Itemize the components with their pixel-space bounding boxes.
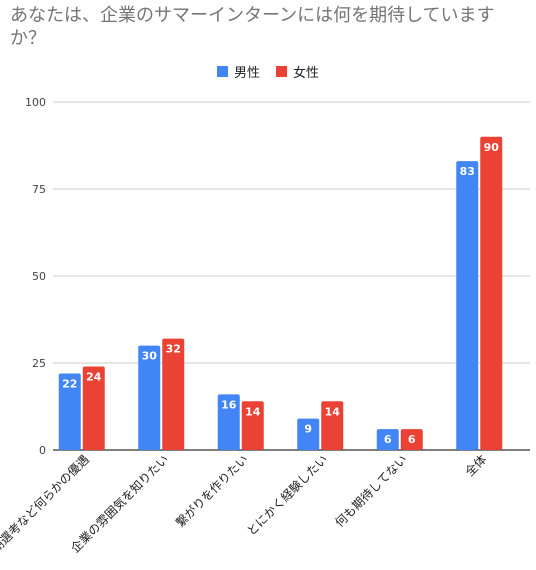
y-tick-label: 0 [39,444,46,457]
bar-male [297,418,320,450]
data-label-female: 14 [245,405,261,418]
data-label-male: 6 [384,433,392,446]
x-category-label: 何も期待してない [332,452,410,530]
bar-female [241,401,264,450]
legend-label-male: 男性 [233,66,260,81]
bar-female [82,366,105,450]
data-label-male: 83 [460,165,475,178]
bar-male [217,394,240,450]
bar-female [480,136,503,451]
bar-male [138,345,161,450]
data-label-female: 90 [484,141,500,154]
y-tick-label: 50 [32,270,46,283]
bar-female [321,401,344,450]
x-category-label: とにかく経験したい [243,452,330,539]
data-label-female: 32 [166,343,181,356]
data-label-male: 22 [62,377,77,390]
bar-female [162,338,185,450]
bar-male [58,373,81,450]
legend-item-female: 女性 [276,62,319,81]
legend: 男性 女性 [0,62,536,81]
bar-male [376,429,399,450]
legend-label-female: 女性 [293,66,320,81]
legend-item-male: 男性 [216,62,260,81]
y-tick-label: 100 [25,96,46,109]
chart-title: あなたは、企業のサマーインターンには何を期待していますか？ [10,5,495,49]
data-label-male: 9 [304,423,312,436]
data-label-female: 6 [408,433,416,446]
legend-swatch-male [216,66,228,77]
data-label-female: 14 [325,405,341,418]
data-label-female: 24 [86,370,102,383]
x-category-label: 全体 [462,452,490,480]
data-label-male: 30 [142,350,158,363]
data-label-male: 16 [221,398,237,411]
y-tick-label: 75 [32,183,46,196]
x-category-label: 繋がりを作りたい [172,452,250,530]
legend-swatch-female [276,66,287,77]
bar-male [456,161,479,450]
y-tick-label: 25 [32,357,46,370]
bar-female [400,429,423,450]
